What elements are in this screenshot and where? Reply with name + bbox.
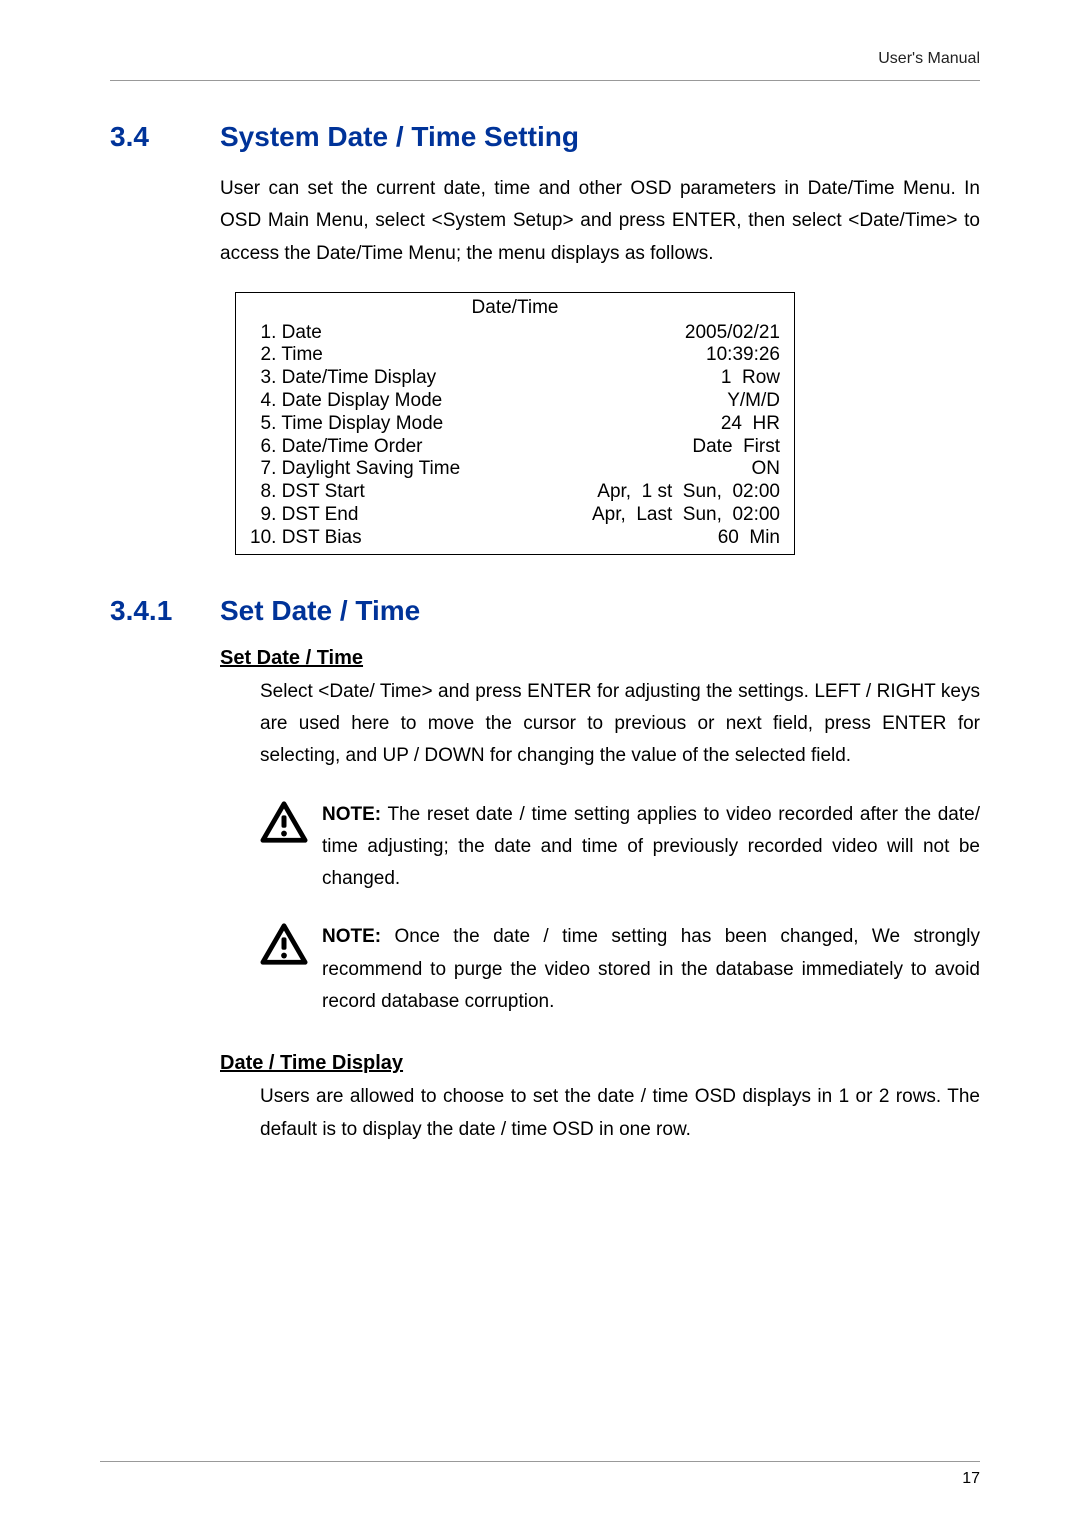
menu-row: 5. Time Display Mode24 HR <box>250 413 780 436</box>
menu-row: 10. DST Bias60 Min <box>250 527 780 550</box>
date-time-display-para: Users are allowed to choose to set the d… <box>260 1081 980 1146</box>
section-3-4-1-title: Set Date / Time <box>220 595 420 627</box>
note-2-body: Once the date / time setting has been ch… <box>322 926 980 1012</box>
menu-row: 3. Date/Time Display1 Row <box>250 367 780 390</box>
subheading-set-date-time: Set Date / Time <box>220 647 980 670</box>
menu-row: 4. Date Display ModeY/M/D <box>250 390 780 413</box>
date-time-menu: Date/Time 1. Date2005/02/21 2. Time10:39… <box>235 292 795 555</box>
note-1-text: NOTE: The reset date / time setting appl… <box>322 799 980 896</box>
subheading-date-time-display: Date / Time Display <box>220 1052 980 1075</box>
note-label: NOTE: <box>322 804 381 825</box>
set-date-time-para: Select <Date/ Time> and press ENTER for … <box>260 676 980 773</box>
page: User's Manual 3.4 System Date / Time Set… <box>0 0 1080 1528</box>
warning-icon <box>260 799 308 850</box>
menu-row: 2. Time10:39:26 <box>250 344 780 367</box>
section-3-4-1-heading: 3.4.1 Set Date / Time <box>110 595 980 627</box>
menu-row: 7. Daylight Saving TimeON <box>250 458 780 481</box>
menu-title: Date/Time <box>250 297 780 320</box>
section-3-4-title: System Date / Time Setting <box>220 121 579 153</box>
menu-row: 6. Date/Time OrderDate First <box>250 436 780 459</box>
section-3-4-heading: 3.4 System Date / Time Setting <box>110 121 980 153</box>
page-number: 17 <box>962 1470 980 1487</box>
note-label: NOTE: <box>322 926 381 947</box>
note-1-body: The reset date / time setting applies to… <box>322 804 980 890</box>
menu-row: 8. DST StartApr, 1 st Sun, 02:00 <box>250 481 780 504</box>
section-3-4-number: 3.4 <box>110 121 220 153</box>
header-title: User's Manual <box>110 50 980 81</box>
section-3-4-para: User can set the current date, time and … <box>220 173 980 270</box>
menu-row: 9. DST EndApr, Last Sun, 02:00 <box>250 504 780 527</box>
menu-row: 1. Date2005/02/21 <box>250 322 780 345</box>
warning-icon <box>260 921 308 972</box>
section-3-4-1-number: 3.4.1 <box>110 595 220 627</box>
footer: 17 <box>100 1461 980 1488</box>
note-1: NOTE: The reset date / time setting appl… <box>260 799 980 896</box>
note-2: NOTE: Once the date / time setting has b… <box>260 921 980 1018</box>
note-2-text: NOTE: Once the date / time setting has b… <box>322 921 980 1018</box>
